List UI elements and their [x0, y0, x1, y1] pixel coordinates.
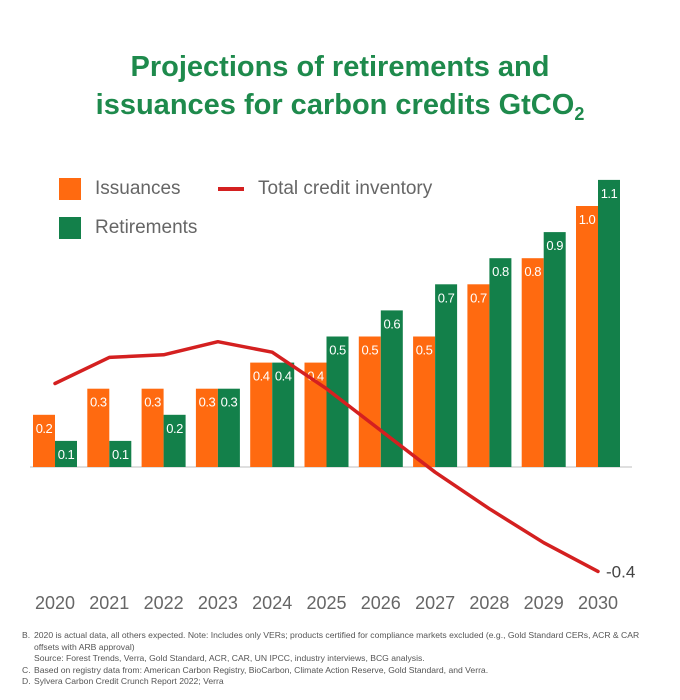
retirement-bar-2021 [109, 440, 132, 467]
issuance-value-label-2020: 0.2 [36, 421, 53, 436]
footnote-c: C. Based on registry data from: American… [22, 665, 662, 677]
issuance-bar-2027 [413, 336, 436, 467]
issuance-bar-2022 [141, 388, 164, 467]
x-tick-label-2025: 2025 [306, 593, 346, 613]
x-tick-label-2026: 2026 [361, 593, 401, 613]
retirement-value-label-2020: 0.1 [58, 447, 75, 462]
retirement-value-label-2022: 0.2 [166, 421, 183, 436]
retirement-bar-2027 [435, 284, 458, 467]
retirement-value-label-2028: 0.8 [492, 264, 509, 279]
footnote-b: B. 2020 is actual data, all others expec… [22, 630, 662, 665]
x-tick-label-2022: 2022 [144, 593, 184, 613]
issuance-bar-2028 [467, 284, 490, 467]
retirement-bar-2022 [163, 414, 186, 467]
footnote-text: Sylvera Carbon Credit Crunch Report 2022… [34, 676, 224, 686]
issuance-value-label-2021: 0.3 [90, 395, 107, 410]
legend-swatch-issuances [59, 178, 81, 200]
retirement-bar-2026 [380, 310, 403, 467]
footnote-d: D. Sylvera Carbon Credit Crunch Report 2… [22, 676, 662, 688]
retirement-value-label-2030: 1.1 [601, 186, 618, 201]
retirement-bar-2024 [272, 362, 295, 467]
issuance-bar-2020 [33, 414, 55, 467]
legend-inventory: Total credit inventory [218, 178, 432, 200]
footnote-key: B. [22, 630, 31, 640]
title-line-2: issuances for carbon credits GtCO [95, 89, 575, 121]
x-tick-label-2024: 2024 [252, 593, 292, 613]
issuance-bar-2029 [521, 258, 544, 467]
retirement-bar-2020 [55, 440, 77, 467]
footnotes: B. 2020 is actual data, all others expec… [22, 630, 662, 688]
legend-label-inventory: Total credit inventory [258, 178, 433, 199]
retirement-value-label-2026: 0.6 [384, 316, 401, 331]
bar-line-chart: 0.2 0.1 2020 0.3 0.1 2021 0.3 0.2 2022 0.3 0.3 2023… [30, 179, 635, 613]
x-tick-label-2029: 2029 [524, 593, 564, 613]
retirement-bar-2030 [598, 179, 620, 467]
legend-line-inventory [218, 187, 244, 191]
issuance-bar-2026 [358, 336, 381, 467]
issuance-bar-2030 [576, 206, 598, 467]
footnote-text: Based on registry data from: American Ca… [34, 664, 489, 675]
x-tick-label-2021: 2021 [89, 593, 129, 613]
legend-label-issuances: Issuances [95, 178, 181, 199]
title-subscript: 2 [574, 104, 585, 124]
issuance-bar-2021 [87, 388, 110, 467]
issuance-value-label-2029: 0.8 [524, 264, 541, 279]
inventory-line [53, 339, 600, 574]
x-tick-label-2023: 2023 [198, 593, 238, 613]
issuance-value-label-2022: 0.3 [144, 395, 161, 410]
footnote-text: 2020 is actual data, all others expected… [34, 630, 640, 663]
legend-swatch-retirements [59, 217, 81, 239]
issuance-bar-2025 [304, 362, 327, 467]
footnote-key: D. [22, 676, 31, 686]
issuance-value-label-2026: 0.5 [362, 343, 379, 358]
issuance-value-label-2023: 0.3 [199, 395, 216, 410]
issuance-value-label-2024: 0.4 [253, 369, 270, 384]
retirement-bar-2025 [326, 336, 349, 467]
x-tick-label-2030: 2030 [578, 593, 618, 613]
x-tick-label-2027: 2027 [415, 593, 455, 613]
issuance-bar-2024 [250, 362, 273, 467]
x-tick-label-2020: 2020 [35, 593, 75, 613]
issuance-value-label-2030: 1.0 [579, 212, 596, 227]
retirement-value-label-2025: 0.5 [329, 343, 346, 358]
issuance-value-label-2028: 0.7 [470, 290, 487, 305]
issuance-bar-2023 [195, 388, 218, 467]
retirement-bar-2023 [217, 388, 240, 467]
issuance-value-label-2027: 0.5 [416, 343, 433, 358]
retirement-bar-2029 [543, 232, 566, 467]
retirement-value-label-2021: 0.1 [112, 447, 129, 462]
footnote-key: C. [22, 664, 31, 675]
legend-retirements: Retirements [59, 217, 197, 239]
retirement-value-label-2023: 0.3 [221, 395, 238, 410]
chart-title: Projections of retirements and issuances… [0, 48, 680, 133]
retirement-value-label-2024: 0.4 [275, 369, 292, 384]
title-line-1: Projections of retirements and [130, 51, 550, 83]
inventory-end-label: -0.4 [606, 562, 635, 581]
retirement-value-label-2029: 0.9 [546, 238, 563, 253]
retirement-bar-2028 [489, 258, 512, 467]
legend-issuances: Issuances [59, 178, 181, 200]
x-tick-label-2028: 2028 [469, 593, 509, 613]
retirement-value-label-2027: 0.7 [438, 290, 455, 305]
legend-label-retirements: Retirements [95, 217, 198, 238]
